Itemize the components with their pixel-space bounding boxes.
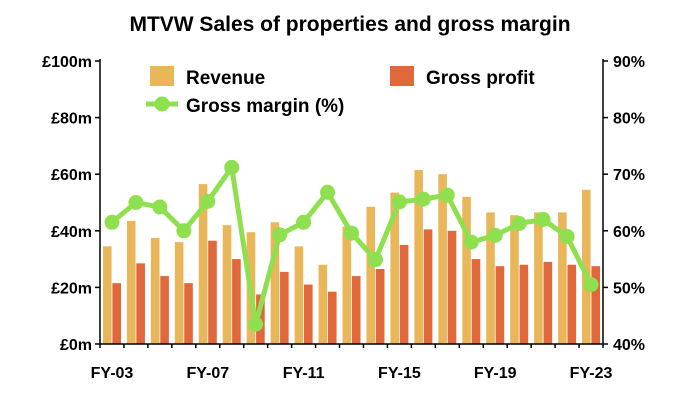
gross-margin-point xyxy=(224,159,240,175)
revenue-bar xyxy=(126,220,136,344)
legend-gross-profit-label: Gross profit xyxy=(426,68,535,89)
gross-profit-bar xyxy=(423,229,433,344)
gross-margin-point xyxy=(439,187,455,203)
revenue-bar xyxy=(198,184,208,344)
gross-profit-bar xyxy=(136,263,145,344)
gross-profit-bar xyxy=(280,271,289,344)
revenue-bar xyxy=(510,215,519,344)
gross-margin-point xyxy=(296,214,312,230)
left-tick-label: £0m xyxy=(60,337,92,354)
legend-gross-profit-swatch xyxy=(390,66,414,86)
chart-title: MTVW Sales of properties and gross margi… xyxy=(129,13,570,36)
gross-margin-point xyxy=(487,227,503,243)
gross-margin-point xyxy=(583,277,599,293)
margin-line-layer xyxy=(104,159,599,332)
gross-margin-point xyxy=(559,228,575,244)
gross-profit-bar xyxy=(519,264,529,344)
right-tick-label: 60% xyxy=(613,224,645,241)
gross-margin-point xyxy=(248,316,264,332)
gross-profit-bar xyxy=(375,269,385,344)
gross-profit-bar xyxy=(399,244,409,344)
right-tick-label: 70% xyxy=(613,167,645,184)
gross-margin-point xyxy=(463,234,479,250)
left-tick-label: £60m xyxy=(51,167,92,184)
axes-layer: £0m £20m £40m £60m £80m £100m 40% 50% 60% 70% 80% 9… xyxy=(42,54,645,382)
left-tick-label: £80m xyxy=(51,111,92,128)
bars-layer xyxy=(102,169,601,344)
right-tick-label: 80% xyxy=(613,111,645,128)
gross-profit-bar xyxy=(471,259,481,344)
gross-profit-bar xyxy=(184,283,193,344)
gross-margin-point xyxy=(391,194,407,210)
revenue-bar xyxy=(390,192,400,344)
gross-margin-point xyxy=(272,227,288,243)
gross-margin-point xyxy=(200,193,216,209)
gross-margin-line xyxy=(110,164,594,327)
revenue-bar xyxy=(150,237,160,344)
gross-profit-bar xyxy=(567,264,577,344)
left-tick-label: £20m xyxy=(51,280,92,297)
gross-profit-bar xyxy=(232,259,241,344)
gross-profit-bar xyxy=(327,291,337,344)
x-tick-label: FY-11 xyxy=(283,365,325,382)
gross-margin-point xyxy=(104,214,120,230)
gross-profit-bar xyxy=(112,283,121,344)
gross-margin-point xyxy=(128,195,144,210)
revenue-bar xyxy=(582,189,591,344)
revenue-bar xyxy=(462,196,471,344)
gross-margin-point xyxy=(176,223,192,239)
gross-margin-point xyxy=(415,191,431,207)
revenue-bar xyxy=(318,264,328,344)
gross-profit-bar xyxy=(591,266,601,344)
revenue-bar xyxy=(558,212,567,344)
legend-revenue-label: Revenue xyxy=(186,68,265,89)
gross-profit-bar xyxy=(447,230,457,344)
gross-profit-bar xyxy=(208,240,217,344)
right-tick-label: 40% xyxy=(613,337,645,354)
legend: Revenue Gross profit Gross margin (%) xyxy=(146,66,535,117)
revenue-bar xyxy=(102,246,112,344)
legend-revenue-swatch xyxy=(150,66,174,86)
revenue-bar xyxy=(486,212,495,344)
gross-margin-point xyxy=(320,184,336,200)
x-tick-label: FY-03 xyxy=(91,365,134,382)
gross-margin-point xyxy=(367,252,383,268)
right-tick-label: 90% xyxy=(613,54,645,71)
gross-profit-bar xyxy=(495,266,505,344)
revenue-bar xyxy=(222,225,232,344)
x-tick-label: FY-15 xyxy=(378,365,421,382)
revenue-bar xyxy=(294,246,304,344)
gross-profit-bar xyxy=(351,276,361,344)
x-tick-label: FY-19 xyxy=(474,365,517,382)
legend-margin-marker xyxy=(154,96,170,112)
gross-margin-point xyxy=(511,215,527,231)
left-tick-label: £100m xyxy=(42,54,92,71)
revenue-bar xyxy=(438,174,447,344)
gross-margin-point xyxy=(535,211,551,227)
revenue-bar xyxy=(342,226,352,344)
gross-margin-point xyxy=(152,199,168,215)
revenue-bar xyxy=(534,212,543,344)
gross-margin-point xyxy=(344,225,359,241)
gross-profit-bar xyxy=(160,276,169,344)
legend-margin-label: Gross margin (%) xyxy=(186,96,344,117)
revenue-bar xyxy=(414,169,423,344)
left-tick-label: £40m xyxy=(51,224,92,241)
revenue-bar xyxy=(174,242,184,344)
gross-profit-bar xyxy=(303,284,313,344)
x-tick-label: FY-07 xyxy=(186,365,229,382)
gross-profit-bar xyxy=(543,261,553,344)
right-tick-label: 50% xyxy=(613,280,645,297)
x-tick-label: FY-23 xyxy=(570,365,613,382)
revenue-bar xyxy=(366,206,376,344)
revenue-bar xyxy=(270,222,280,344)
